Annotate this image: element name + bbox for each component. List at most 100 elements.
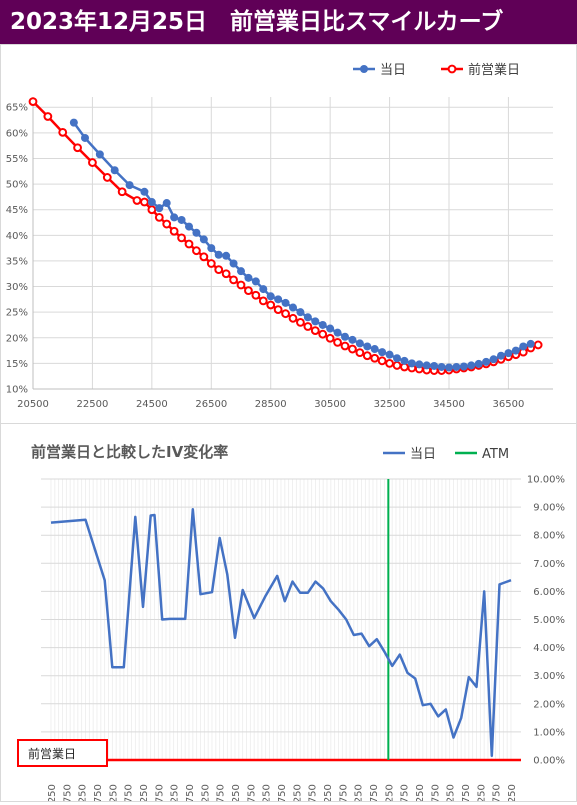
data-point-previous-day [43,112,53,121]
smile-curve-chart: 10% 15% 20% 25% 30% 35% 40% 45% 50% 55% 60% 65% 2050… [6,62,553,410]
x-tick-label: 34500 [433,399,465,410]
x-tick-label: 28250 [231,784,242,801]
x-tick-label: 29250 [262,784,273,801]
legend-label: 当日 [410,447,436,462]
chart-title: 前営業日と比較したIV変化率 [31,443,228,461]
y-tick-label: 8.00% [533,531,565,542]
x-tick-label: 36500 [493,399,525,410]
data-point-previous-day [221,269,231,279]
data-point-previous-day [392,361,402,370]
data-point-today [519,342,528,351]
x-tick-label: 32500 [374,399,406,410]
data-point-today [385,350,394,359]
x-tick-label: 32750 [369,784,380,801]
data-point-today [430,361,439,370]
data-point-previous-day [281,309,290,319]
data-point-today [207,244,216,253]
data-point-today [281,298,290,307]
data-point-today [162,199,171,208]
legend-label: 当日 [380,63,406,78]
x-tick-label: 36750 [492,784,503,801]
legend-swatch-marker [447,64,457,74]
x-tick-label: 30750 [308,784,319,801]
data-point-today [311,317,320,326]
data-point-today [326,324,335,333]
data-point-today [489,355,498,364]
data-point-previous-day [340,341,350,351]
data-point-today [422,361,431,370]
x-tick-label: 26500 [195,399,227,410]
data-point-today [244,273,253,282]
series-line-previous-day [32,100,539,372]
x-tick-label: 36250 [476,784,487,801]
data-point-previous-day [348,344,357,354]
data-point-previous-day [251,290,261,300]
data-point-today [192,228,201,237]
y-tick-label: 20% [6,333,28,344]
y-tick-label: 25% [6,308,28,319]
baseline-label-box [17,739,108,767]
data-point-previous-day [325,333,335,343]
legend-swatch-marker [360,65,368,73]
data-point-previous-day [296,318,305,327]
data-point-previous-day [318,329,328,339]
data-point-today [363,342,372,351]
data-point-today [214,250,223,259]
y-tick-label: 65% [6,103,28,114]
page-title: 2023年12月25日 前営業日比スマイルカーブ [10,9,504,35]
x-tick-label: 22500 [77,399,109,410]
data-point-previous-day [310,326,320,336]
x-tick-label: 22250 [47,784,58,801]
series-line-today [72,121,532,369]
smile-curve-panel: 10% 15% 20% 25% 30% 35% 40% 45% 50% 55% 60% 65% 2050… [0,44,577,424]
x-tick-label: 30250 [292,784,303,801]
data-point-previous-day [266,300,276,310]
data-point-previous-day [28,97,38,107]
x-tick-label: 33750 [400,784,411,801]
data-point-today [348,335,357,344]
y-tick-label: 10.00% [527,475,565,486]
data-point-today [69,118,78,127]
iv-change-chart: 0.00% 1.00% 2.00% 3.00% 4.00% 5.00% 6.00% 7.00%… [17,443,565,805]
x-tick-label: 28750 [246,784,257,801]
y-tick-label: 50% [6,180,28,191]
data-point-previous-day [206,259,216,268]
data-point-previous-day [147,205,157,215]
data-point-today [147,198,156,207]
y-tick-label: 15% [6,359,28,370]
y-tick-label: 60% [6,128,28,139]
data-point-today [341,332,349,341]
data-point-previous-day [258,296,268,306]
x-tick-label: 34250 [415,784,426,801]
data-point-today [95,150,104,159]
iv-change-panel: 0.00% 1.00% 2.00% 3.00% 4.00% 5.00% 6.00% 7.00%… [0,423,577,805]
data-point-today [333,328,342,337]
data-point-previous-day [303,322,313,331]
data-point-today [289,303,297,312]
data-point-today [497,351,505,360]
data-point-previous-day [102,173,112,182]
data-point-previous-day [169,226,179,236]
x-tick-label: 23250 [78,784,89,801]
y-tick-label: 10% [6,385,28,396]
data-point-today [125,181,134,190]
x-tick-label: 31750 [338,784,349,801]
data-point-today [400,356,409,365]
x-tick-label: 24500 [136,399,168,410]
x-tick-label: 25750 [154,784,165,801]
data-point-today [526,339,535,348]
x-tick-label: 33250 [384,784,395,801]
x-tick-label: 24750 [124,784,135,801]
x-tick-label: 32250 [354,784,365,801]
data-point-today [177,215,186,224]
data-point-today [229,259,238,268]
data-point-previous-day [229,275,238,285]
y-tick-label: 6.00% [533,587,565,598]
legend-label: ATM [482,447,509,462]
data-point-today [237,267,245,276]
data-point-today [170,213,179,222]
data-point-today [452,362,461,371]
y-tick-label: 35% [6,256,28,267]
x-tick-label: 35750 [461,784,472,801]
data-point-previous-day [88,158,97,167]
